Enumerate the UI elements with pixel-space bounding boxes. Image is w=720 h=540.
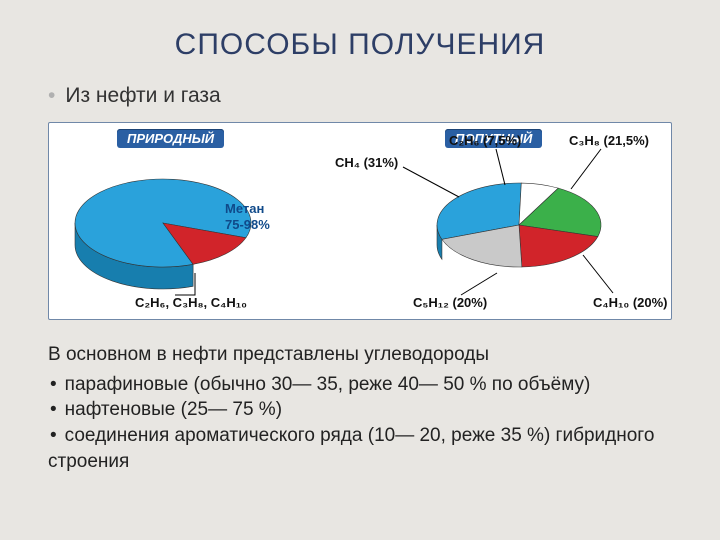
charts-panel: ПРИРОДНЫЙ ПОПУТНЫЙ Метан 75-98% C₂H₆, C₃…: [48, 122, 672, 320]
lbl-c2h6: C₂H₆ (7,5%): [449, 133, 521, 148]
page-title: СПОСОБЫ ПОЛУЧЕНИЯ: [40, 28, 680, 62]
lbl-c5h12: C₅H₁₂ (20%): [413, 295, 487, 310]
lbl-ch4: CH₄ (31%): [335, 155, 398, 170]
list-item: парафиновые (обычно 30— 35, реже 40— 50 …: [48, 372, 672, 398]
body-list: парафиновые (обычно 30— 35, реже 40— 50 …: [48, 372, 672, 475]
pie1-center-l1: Метан: [225, 201, 264, 216]
list-item: соединения ароматического ряда (10— 20, …: [48, 423, 672, 474]
pie-associated: [401, 145, 631, 315]
subtitle: •Из нефти и газа: [48, 84, 680, 108]
body-intro: В основном в нефти представлены углеводо…: [48, 342, 672, 368]
lbl-c4h10: C₄H₁₀ (20%): [593, 295, 668, 310]
list-item: нафтеновые (25— 75 %): [48, 397, 672, 423]
subtitle-text: Из нефти и газа: [65, 84, 220, 107]
lbl-c3h8: C₃H₈ (21,5%): [569, 133, 649, 148]
pie1-bottom: C₂H₆, C₃H₈, C₄H₁₀: [135, 295, 247, 310]
pie1-center-l2: 75-98%: [225, 217, 270, 232]
body-text: В основном в нефти представлены углеводо…: [48, 342, 672, 474]
